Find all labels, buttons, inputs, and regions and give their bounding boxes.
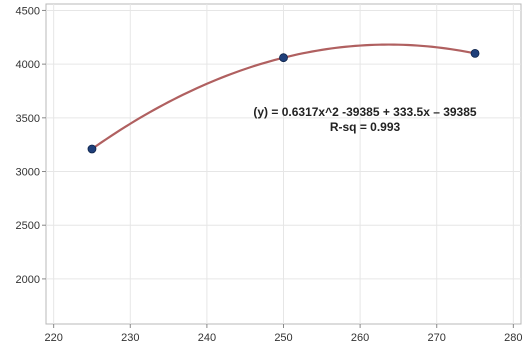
x-tick-label: 270	[428, 332, 446, 344]
x-tick-label: 250	[274, 332, 292, 344]
y-axis-ticks: 2000 2500 3000 3500 4000 4500	[16, 5, 46, 285]
data-point	[88, 145, 96, 153]
y-tick-label: 4500	[16, 5, 40, 17]
x-tick-label: 230	[121, 332, 139, 344]
x-tick-label: 280	[504, 332, 522, 344]
x-tick-label: 260	[351, 332, 369, 344]
y-tick-label: 2500	[16, 220, 40, 232]
y-tick-label: 2000	[16, 274, 40, 286]
data-point	[280, 54, 288, 62]
data-point	[471, 49, 479, 57]
x-tick-label: 240	[198, 332, 216, 344]
x-axis-ticks: 220 230 240 250 260 270 280	[44, 324, 522, 344]
y-tick-label: 4000	[16, 59, 40, 71]
x-tick-label: 220	[44, 332, 62, 344]
r-squared-annotation: R-sq = 0.993	[330, 120, 401, 134]
y-tick-label: 3500	[16, 113, 40, 125]
equation-annotation: (y) = 0.6317x^2 -39385 + 333.5x – 39385	[253, 105, 477, 119]
y-tick-label: 3000	[16, 167, 40, 179]
